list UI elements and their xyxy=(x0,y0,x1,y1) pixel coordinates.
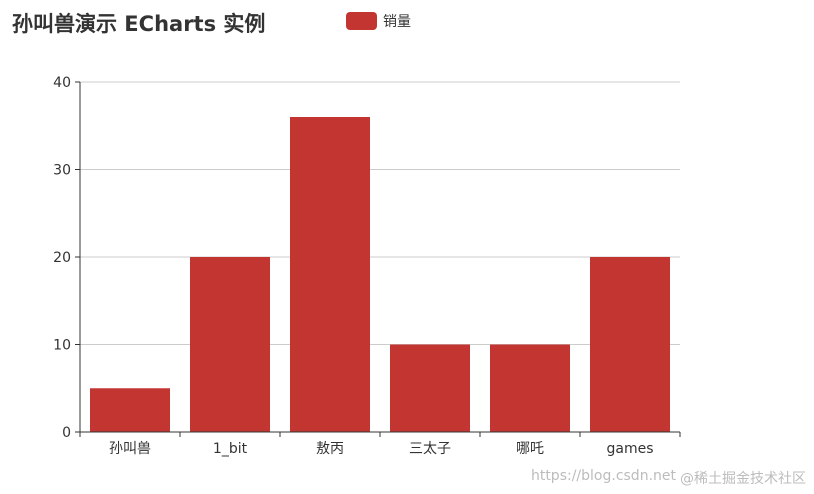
x-tick-label: 敖丙 xyxy=(316,441,344,457)
legend-swatch xyxy=(346,12,377,30)
watermark-brand: @稀土掘金技术社区 xyxy=(680,471,806,487)
y-tick-label: 30 xyxy=(53,163,71,179)
x-tick-label: 哪吒 xyxy=(516,441,544,457)
chart-title: 孙叫兽演示 ECharts 实例 xyxy=(12,12,266,36)
legend-label: 销量 xyxy=(383,14,411,30)
x-tick-label: games xyxy=(606,441,653,457)
bar xyxy=(490,344,570,432)
legend[interactable]: 销量 xyxy=(346,11,411,31)
x-tick-label: 1_bit xyxy=(213,441,248,457)
watermark-url: https://blog.csdn.net xyxy=(530,468,676,484)
y-tick-label: 10 xyxy=(53,338,71,354)
bar xyxy=(190,257,270,432)
bar xyxy=(90,388,170,432)
y-tick-label: 40 xyxy=(53,75,71,91)
watermark: https://blog.csdn.net @稀土掘金技术社区 xyxy=(531,468,806,488)
bar xyxy=(290,117,370,432)
y-tick-label: 0 xyxy=(62,425,71,441)
bar xyxy=(390,344,470,432)
x-tick-label: 孙叫兽 xyxy=(109,441,151,457)
x-tick-label: 三太子 xyxy=(409,441,451,457)
bar xyxy=(590,257,670,432)
y-tick-label: 20 xyxy=(53,250,71,266)
